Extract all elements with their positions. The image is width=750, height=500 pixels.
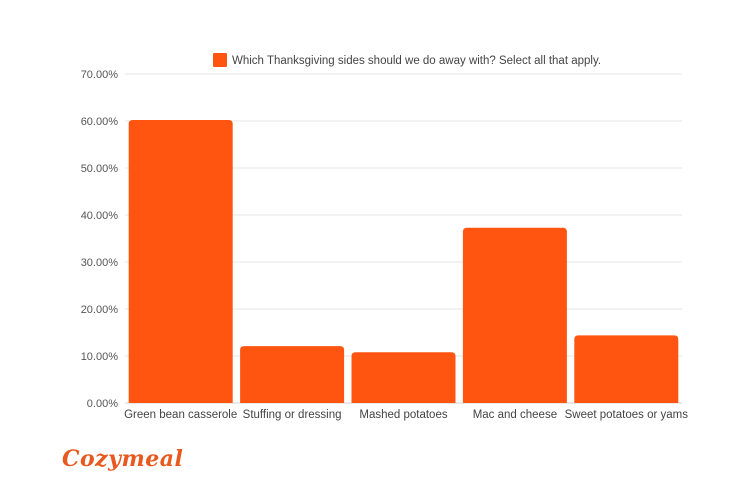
y-tick-label: 20.00% — [81, 304, 119, 316]
x-axis-labels: Green bean casserole Stuffing or dressing… — [124, 409, 688, 421]
bar — [351, 352, 456, 403]
bar — [240, 346, 345, 403]
y-tick-label: 50.00% — [81, 163, 119, 175]
legend-label: Which Thanksgiving sides should we do aw… — [232, 55, 601, 67]
y-tick-label: 60.00% — [81, 116, 119, 128]
chart-legend: Which Thanksgiving sides should we do aw… — [213, 53, 601, 67]
y-tick-label: 30.00% — [81, 257, 119, 269]
y-tick-label: 40.00% — [81, 210, 119, 222]
legend-swatch — [213, 53, 227, 67]
bar — [462, 227, 567, 403]
y-axis-ticks: 0.00% 10.00% 20.00% 30.00% 40.00% 50.00% 60.00… — [81, 69, 119, 410]
bar — [128, 120, 233, 403]
chart-bars — [128, 120, 679, 403]
y-tick-label: 0.00% — [87, 398, 118, 410]
x-tick-label: Sweet potatoes or yams — [565, 409, 689, 421]
bar — [574, 335, 679, 403]
x-tick-label: Mashed potatoes — [359, 409, 447, 421]
cozymeal-logo: Cozymeal — [62, 446, 184, 472]
x-tick-label: Stuffing or dressing — [243, 409, 342, 421]
y-tick-label: 70.00% — [81, 69, 119, 81]
y-tick-label: 10.00% — [81, 351, 119, 363]
x-tick-label: Green bean casserole — [124, 409, 237, 421]
x-tick-label: Mac and cheese — [473, 409, 557, 421]
